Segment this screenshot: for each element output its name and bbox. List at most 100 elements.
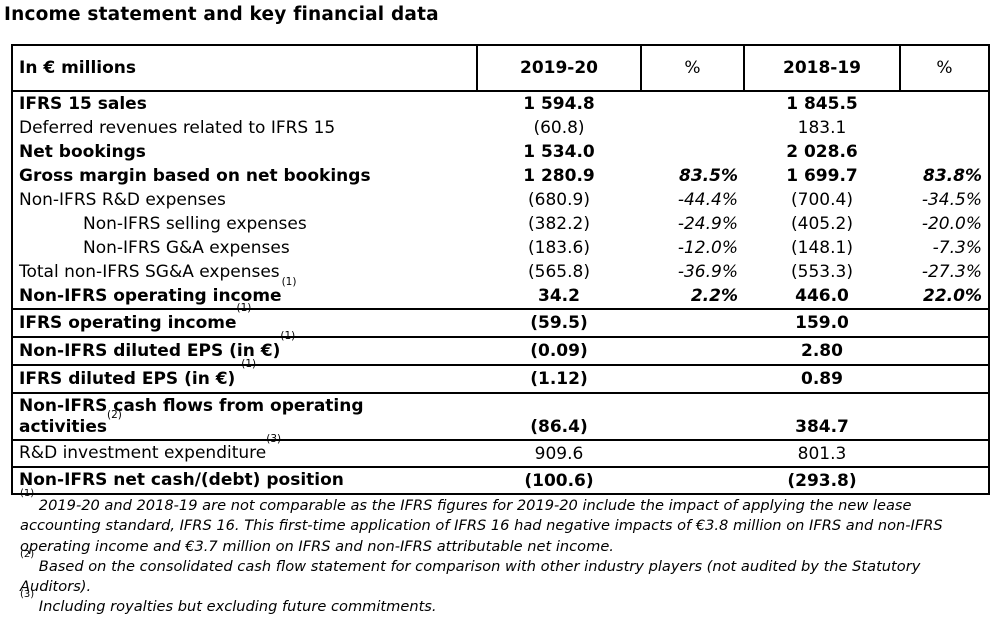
value-2019-20: (59.5): [477, 308, 641, 337]
percent-2019-20: -24.9%: [677, 214, 738, 234]
table-row: Non-IFRS selling expenses (382.2) -24.9%…: [12, 212, 989, 236]
value-2018-19: 384.7: [744, 392, 900, 440]
footnote-ref: (1): [280, 330, 296, 342]
footnote-text: 2019-20 and 2018-19 are not comparable a…: [20, 497, 943, 555]
row-label: Non-IFRS operating income: [19, 286, 282, 306]
row-label: Non-IFRS selling expenses: [83, 214, 307, 234]
value-2019-20: (86.4): [477, 392, 641, 440]
table-row: Non-IFRS operating income(1) 34.2 2.2% 4…: [12, 277, 989, 309]
table-row: Total non-IFRS SG&A expenses (565.8) -36…: [12, 260, 989, 284]
row-label-line1: Non-IFRS cash flows from operating: [19, 396, 364, 416]
percent-2018-19: [900, 140, 989, 164]
value-2019-20: (100.6): [477, 466, 641, 494]
percent-2019-20: [641, 91, 744, 116]
value-2018-19: 159.0: [744, 308, 900, 337]
row-label: Non-IFRS net cash/(debt) position: [12, 466, 477, 494]
table-row: IFRS operating income(1) (59.5) 159.0: [12, 303, 989, 337]
value-2018-19: (293.8): [744, 466, 900, 494]
value-2019-20: 909.6: [477, 439, 641, 467]
footnotes: (1) 2019-20 and 2018-19 are not comparab…: [20, 489, 980, 618]
table-row: Non-IFRS cash flows from operating activi…: [12, 392, 989, 440]
footnote-ref: (3): [266, 433, 282, 445]
percent-2018-19: [900, 439, 989, 467]
header-label: In € millions: [11, 44, 478, 92]
value-2018-19: 183.1: [797, 118, 847, 138]
row-label: R&D investment expenditure: [19, 443, 267, 463]
percent-2018-19: [900, 336, 989, 365]
row-label-cell: Non-IFRS operating income(1): [12, 277, 477, 309]
footnote-text: Including royalties but excluding future…: [34, 598, 437, 616]
percent-2018-19: [900, 116, 989, 140]
footnote-ref: (1): [241, 358, 257, 370]
footnote-mark: (2): [20, 548, 35, 560]
value-2019-20: 1 534.0: [523, 142, 595, 162]
value-2019-20: (382.2): [528, 214, 590, 234]
row-label-cell: IFRS diluted EPS (in €) (1): [12, 359, 477, 393]
percent-2018-19: [900, 364, 989, 393]
row-label: Total non-IFRS SG&A expenses: [19, 262, 280, 282]
percent-2018-19: [900, 91, 989, 116]
value-2018-19: (553.3): [791, 262, 853, 282]
value-2018-19: 2.80: [744, 336, 900, 365]
percent-2019-20: [641, 336, 744, 365]
row-label: IFRS diluted EPS (in €): [19, 369, 242, 389]
table-row: Non-IFRS G&A expenses (183.6) -12.0% (14…: [12, 236, 989, 260]
footnote-ref: (1): [236, 302, 252, 314]
percent-2019-20: [641, 466, 744, 494]
row-label-cell: IFRS operating income(1): [12, 303, 477, 337]
percent-2019-20: [641, 116, 744, 140]
value-2019-20: (565.8): [528, 262, 590, 282]
percent-2018-19: [900, 392, 989, 440]
row-label: Non-IFRS R&D expenses: [19, 190, 226, 210]
table-header: In € millions 2019-20 % 2018-19 %: [11, 44, 990, 92]
value-2018-19: 2 028.6: [786, 142, 858, 162]
footnote-ref: (2): [107, 409, 122, 421]
percent-2019-20: [641, 140, 744, 164]
footnote-mark: (3): [20, 589, 35, 601]
value-2018-19: 446.0: [795, 286, 849, 306]
row-label-cell: Non-IFRS cash flows from operating activi…: [12, 392, 477, 440]
row-label: Net bookings: [19, 142, 146, 162]
value-2019-20: 1 594.8: [523, 94, 595, 114]
table-row: Net bookings 1 534.0 2 028.6: [12, 140, 989, 164]
row-label: Gross margin based on net bookings: [19, 166, 371, 186]
percent-2019-20: 83.5%: [679, 166, 738, 186]
percent-2019-20: [641, 392, 744, 440]
value-2019-20: 1 280.9: [523, 166, 595, 186]
table-row: IFRS diluted EPS (in €) (1) (1.12) 0.89: [12, 359, 989, 393]
row-label-line2: activities: [19, 417, 108, 437]
row-label: Deferred revenues related to IFRS 15: [19, 118, 336, 138]
value-2019-20: (183.6): [528, 238, 590, 258]
row-label-cell: Non-IFRS diluted EPS (in €)(1): [12, 331, 477, 365]
percent-2018-19: 83.8%: [923, 166, 982, 186]
row-label: Non-IFRS G&A expenses: [83, 238, 290, 258]
value-2019-20: (60.8): [533, 118, 585, 138]
table-row: Gross margin based on net bookings 1 280…: [12, 164, 989, 188]
footnote-3: (3) Including royalties but excluding fu…: [20, 590, 980, 617]
value-2018-19: (148.1): [791, 238, 853, 258]
footnote-1: (1) 2019-20 and 2018-19 are not comparab…: [20, 489, 980, 557]
percent-2019-20: [641, 439, 744, 467]
header-year-2019-20: 2019-20: [476, 44, 642, 92]
value-2019-20: (0.09): [477, 336, 641, 365]
percent-2019-20: 2.2%: [690, 286, 738, 306]
value-2018-19: (405.2): [791, 214, 853, 234]
row-label: Non-IFRS diluted EPS (in €): [19, 341, 281, 361]
value-2018-19: 1 699.7: [786, 166, 858, 186]
footnote-text: Based on the consolidated cash flow stat…: [20, 557, 921, 596]
percent-2019-20: -12.0%: [677, 238, 738, 258]
header-year-2018-19: 2018-19: [743, 44, 901, 92]
header-percent-1: %: [640, 44, 745, 92]
percent-2019-20: [641, 364, 744, 393]
value-2018-19: 0.89: [744, 364, 900, 393]
percent-2018-19: 22.0%: [923, 286, 982, 306]
row-label-cell: R&D investment expenditure(3): [12, 434, 477, 467]
row-label: IFRS operating income: [19, 313, 237, 333]
value-2018-19: (700.4): [791, 190, 853, 210]
footnote-2: (2) Based on the consolidated cash flow …: [20, 549, 980, 598]
percent-2018-19: [900, 466, 989, 494]
percent-2019-20: -36.9%: [677, 262, 738, 282]
value-2018-19: 801.3: [744, 439, 900, 467]
table-row: Non-IFRS diluted EPS (in €)(1) (0.09) 2.…: [12, 331, 989, 365]
